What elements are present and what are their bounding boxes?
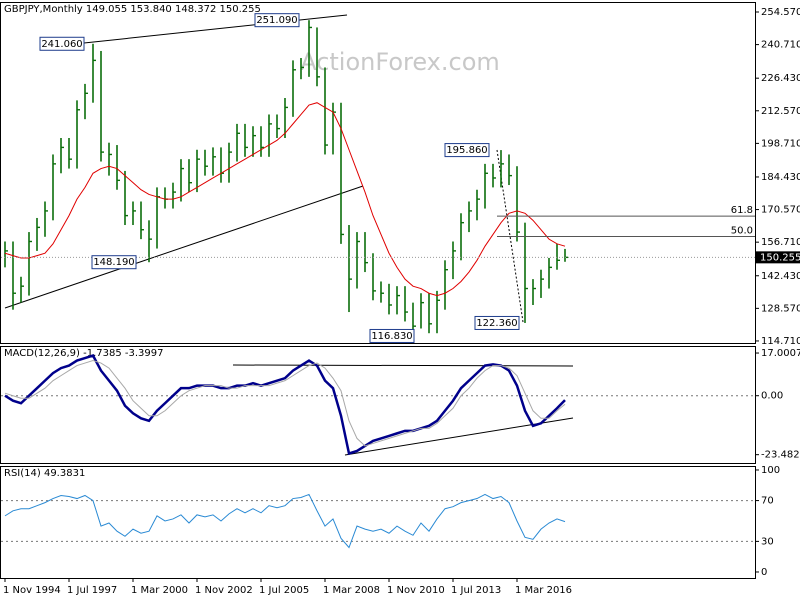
x-tick-label: 1 Jul 2005	[259, 585, 309, 596]
fib-label: 50.0	[731, 226, 753, 237]
annotation-box	[444, 143, 490, 158]
y-tick-label: 30	[761, 536, 774, 547]
y-tick-label: 184.430	[761, 172, 800, 183]
watermark: ActionForex.com	[300, 48, 500, 76]
x-tick-label: 1 Mar 2016	[515, 585, 572, 596]
y-tick-label: 70	[761, 496, 774, 507]
x-tick-label: 1 Mar 2008	[323, 585, 380, 596]
y-tick-label: -23.4823	[761, 450, 800, 461]
fib-label: 61.8	[731, 205, 753, 216]
y-tick-label: 0	[761, 567, 767, 578]
x-tick-label: 1 Nov 2010	[387, 585, 445, 596]
x-tick-label: 1 Jul 2013	[451, 585, 501, 596]
y-tick-label: 212.570	[761, 106, 800, 117]
price-panel	[0, 2, 756, 344]
y-tick-label: 100	[761, 465, 780, 476]
rsi-panel	[0, 466, 756, 579]
annotation-box	[39, 36, 85, 51]
trendline	[83, 14, 348, 44]
annotation-box	[369, 328, 415, 343]
annotation-box	[474, 315, 520, 330]
annotation-label: 148.190	[93, 257, 134, 268]
annotation-label: 122.360	[476, 318, 517, 329]
last-price-box	[756, 251, 800, 264]
price-title: GBPJPY,Monthly 149.055 153.840 148.372 1…	[4, 4, 261, 15]
macd-title: MACD(12,26,9) -1.7385 -3.3997	[4, 348, 164, 359]
series-line	[4, 360, 566, 447]
series-line	[4, 102, 566, 297]
annotation-box	[91, 255, 137, 270]
annotation-label: 251.090	[256, 15, 297, 26]
y-tick-label: 226.430	[761, 73, 800, 84]
y-tick-label: 128.570	[761, 303, 800, 314]
y-tick-label: 114.710	[761, 336, 800, 347]
y-tick-label: 198.710	[761, 138, 800, 149]
x-tick-label: 1 Nov 2002	[195, 585, 253, 596]
y-tick-label: 240.710	[761, 40, 800, 51]
trendline	[4, 185, 364, 309]
y-tick-label: 17.0007	[761, 348, 800, 359]
annotation-box	[254, 13, 300, 28]
y-tick-label: 170.570	[761, 205, 800, 216]
annotation-label: 195.860	[446, 145, 487, 156]
y-tick-label: 142.430	[761, 271, 800, 282]
annotation-label: 241.060	[41, 39, 82, 50]
y-tick-label: 0.00	[761, 391, 783, 402]
x-tick-label: 1 Mar 2000	[131, 585, 188, 596]
series-line	[4, 354, 566, 456]
macd-panel	[0, 346, 756, 464]
y-tick-label: 254.570	[761, 7, 800, 18]
y-tick-label: 156.710	[761, 237, 800, 248]
annotation-label: 116.830	[371, 331, 412, 342]
last-price-label: 150.255	[760, 252, 800, 263]
series-line	[4, 493, 566, 549]
x-tick-label: 1 Jul 1997	[67, 585, 117, 596]
rsi-title: RSI(14) 49.3831	[4, 468, 85, 479]
x-tick-label: 1 Nov 1994	[3, 585, 61, 596]
trendline	[232, 364, 574, 367]
